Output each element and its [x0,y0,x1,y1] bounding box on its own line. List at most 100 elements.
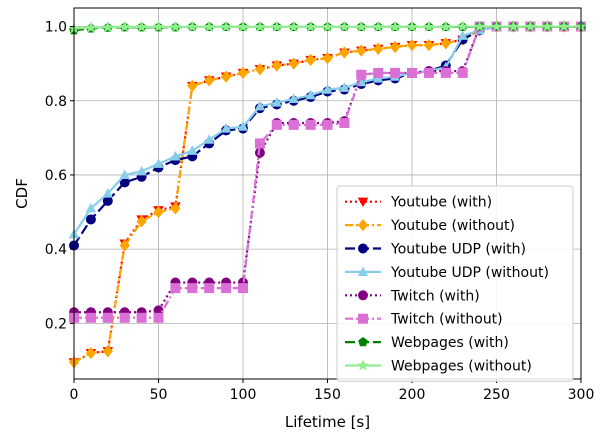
data-point-youtube-without [271,59,282,72]
data-point-twitch-without [457,67,468,78]
data-point-webpages-without [203,20,216,32]
data-point-webpages-without [422,20,435,32]
y-tick-label: 0.6 [45,168,67,184]
data-point-twitch-without [322,119,333,130]
legend-marker-youtube-with [357,197,369,208]
data-point-youtube-udp-without [220,123,232,133]
legend-item-youtube-with: Youtube (with) [345,195,492,211]
legend-marker-youtube-udp-with [357,243,368,254]
data-point-youtube-without [220,70,232,83]
x-tick-label: 200 [399,387,426,403]
data-point-twitch-without [406,67,417,78]
data-point-youtube-udp-without [288,93,299,103]
data-point-webpages-without [372,20,385,32]
data-point-twitch-without [153,312,164,323]
data-point-webpages-without [541,20,554,32]
legend-item-twitch-without: Twitch (without) [345,312,503,328]
legend-label-webpages-with: Webpages (with) [391,335,509,351]
y-tick-label: 0.2 [45,316,67,332]
data-point-twitch-without [440,67,451,78]
data-point-youtube-without [389,40,401,54]
data-point-youtube-udp-without [322,84,333,94]
x-tick-label: 100 [230,387,257,403]
legend-label-youtube-with: Youtube (with) [390,195,492,211]
data-point-webpages-without [118,20,131,32]
data-point-youtube-udp-without [170,150,181,161]
x-tick-label: 250 [483,387,510,403]
data-point-webpages-without [355,20,368,32]
data-point-youtube-udp-without [237,121,249,131]
data-point-webpages-without [220,20,233,32]
data-point-youtube-udp-without [136,165,147,176]
data-point-webpages-without [270,20,283,32]
legend-label-webpages-without: Webpages (without) [391,359,532,375]
data-point-youtube-without [102,345,113,358]
data-point-webpages-without [321,20,334,32]
data-point-youtube-without [119,239,130,252]
data-point-webpages-without [406,20,418,32]
data-point-twitch-without [254,138,265,149]
legend-marker-twitch-with [357,290,368,301]
data-point-twitch-without [102,312,113,323]
y-axis-label: CDF [13,178,31,209]
data-point-youtube-without [153,205,164,219]
legend-item-twitch-with: Twitch (with) [345,288,480,304]
data-point-webpages-without [456,20,469,32]
data-point-webpages-without [389,20,402,32]
data-point-twitch-without [305,119,316,130]
legend-item-youtube-udp-without: Youtube UDP (without) [345,265,549,281]
data-point-youtube-udp-with [85,214,96,225]
data-point-twitch-without [170,283,181,294]
legend-label-youtube-udp-without: Youtube UDP (without) [390,265,549,281]
legend-item-youtube-without: Youtube (without) [345,218,515,234]
data-point-webpages-without [101,21,114,33]
legend-marker-youtube-udp-without [357,266,369,276]
data-point-webpages-without [253,20,266,32]
data-point-webpages-without [84,21,97,33]
data-point-twitch-without [356,69,367,80]
series-webpages-without [68,20,587,34]
x-tick-label: 300 [568,387,595,403]
x-tick-label: 0 [70,387,79,403]
data-point-twitch-without [423,67,434,78]
data-point-webpages-without [473,20,486,32]
data-point-youtube-udp-without [254,100,266,111]
data-point-twitch-without [390,67,401,78]
data-point-youtube-udp-without [153,158,164,168]
y-tick-label: 0.8 [45,94,67,110]
data-point-webpages-without [152,20,165,32]
data-point-webpages-without [338,20,351,32]
x-tick-label: 150 [314,387,341,403]
legend-marker-twitch-without [357,313,368,324]
data-point-webpages-without [169,20,182,32]
data-point-webpages-without [186,20,199,32]
data-point-twitch-without [237,283,248,294]
legend-label-youtube-without: Youtube (without) [390,218,515,234]
data-point-webpages-without [237,20,249,32]
data-point-youtube-udp-without [271,97,283,107]
data-point-webpages-without [287,20,300,32]
legend-item-webpages-without: Webpages (without) [345,359,532,375]
data-point-webpages-without [439,20,452,32]
data-point-youtube-without [339,46,350,59]
data-point-youtube-without [305,53,316,67]
x-axis-label: Lifetime [s] [285,413,370,431]
data-point-webpages-without [304,20,317,32]
data-point-twitch-without [288,119,299,130]
legend-box [336,185,574,382]
data-point-youtube-without [237,66,249,80]
series-layer [68,20,587,369]
data-point-youtube-without [187,79,198,93]
legend-item-youtube-udp-with: Youtube UDP (with) [345,242,526,258]
data-point-youtube-without [136,215,147,228]
data-point-twitch-without [271,119,282,130]
data-point-youtube-without [356,44,367,57]
data-point-webpages-without [524,20,537,32]
data-point-youtube-without [204,74,215,87]
data-point-twitch-without [373,67,384,78]
axis-ticks: 0 50 100 150 200 250 300 0.2 0.4 0.6 0.8 1.0 [45,20,595,403]
data-point-twitch-without [85,312,96,323]
data-point-twitch-without [221,283,232,294]
data-point-youtube-without [170,202,181,215]
data-point-youtube-udp-without [119,169,130,180]
